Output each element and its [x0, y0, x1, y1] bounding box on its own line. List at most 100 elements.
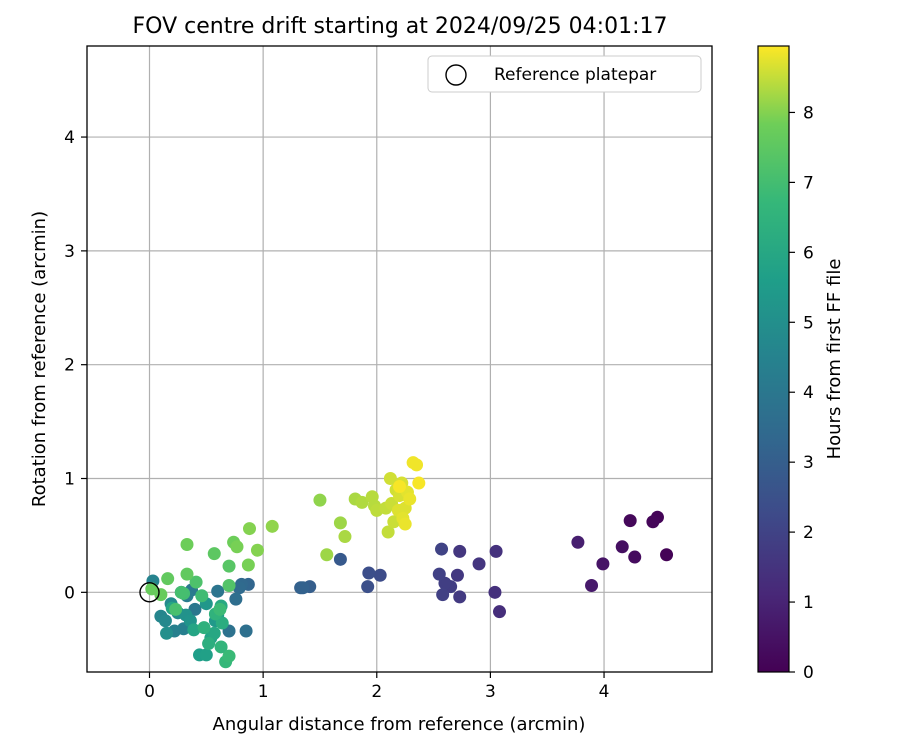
scatter-point	[453, 544, 467, 558]
legend-label: Reference platepar	[494, 65, 656, 85]
scatter-point	[222, 578, 236, 592]
scatter-point	[373, 568, 387, 582]
colorbar-tick-label: 2	[803, 523, 814, 543]
chart-title: FOV centre drift starting at 2024/09/25 …	[133, 14, 668, 39]
scatter-point	[180, 567, 194, 581]
scatter-point	[195, 589, 209, 603]
scatter-point	[169, 602, 183, 616]
scatter-point	[393, 479, 406, 493]
scatter-point	[207, 626, 221, 640]
scatter-point	[488, 585, 502, 599]
scatter-point	[250, 543, 264, 557]
scatter-point	[202, 637, 216, 651]
scatter-point	[660, 548, 674, 562]
scatter-point	[243, 522, 256, 536]
colorbar-gradient	[757, 45, 790, 673]
scatter-point	[296, 581, 310, 595]
scatter-point	[398, 517, 412, 531]
scatter-point	[571, 535, 585, 549]
x-tick-label: 4	[599, 682, 610, 702]
x-tick-label: 0	[144, 682, 155, 702]
scatter-point	[239, 624, 253, 638]
scatter-point	[229, 592, 243, 606]
colorbar: 0 1 2 3 4 5 6 7 8 Hours from first FF file	[757, 45, 845, 683]
scatter-point	[432, 567, 446, 581]
scatter-point	[628, 550, 642, 564]
colorbar-tick-label: 6	[803, 243, 814, 263]
colorbar-label: Hours from first FF file	[824, 259, 845, 460]
reference-marker	[139, 582, 160, 603]
scatter-point	[646, 515, 660, 529]
scatter-point	[615, 540, 629, 554]
scatter-point	[355, 495, 369, 509]
colorbar-tick-label: 0	[803, 663, 814, 683]
reference-platepar-point	[139, 582, 160, 603]
scatter-point	[585, 578, 599, 592]
plot-frame	[86, 45, 713, 673]
scatter-point	[320, 548, 334, 562]
scatter-point	[436, 588, 450, 602]
colorbar-ticks: 0 1 2 3 4 5 6 7 8	[789, 103, 814, 683]
legend: Reference platepar	[427, 55, 702, 93]
scatter-point	[199, 648, 213, 662]
scatter-point	[222, 559, 236, 573]
grid-lines	[87, 46, 712, 672]
scatter-point	[403, 492, 417, 506]
colorbar-tick-label: 5	[803, 313, 814, 333]
scatter-point	[160, 626, 174, 640]
x-tick-label: 1	[258, 682, 269, 702]
scatter-point	[596, 557, 610, 571]
scatter-point	[453, 590, 467, 604]
scatter-point	[215, 616, 229, 630]
colorbar-tick-label: 3	[803, 453, 814, 473]
scatter-point	[180, 538, 194, 552]
scatter-point	[623, 514, 637, 528]
scatter-point	[158, 614, 172, 628]
y-axis-label: Rotation from reference (arcmin)	[29, 211, 50, 507]
y-tick-label: 3	[64, 242, 75, 262]
colorbar-tick-label: 1	[803, 593, 814, 613]
x-axis-label: Angular distance from reference (arcmin)	[213, 714, 586, 735]
scatter-point	[472, 557, 486, 571]
scatter-point	[362, 566, 376, 580]
y-tick-label: 4	[64, 128, 75, 148]
scatter-point	[412, 476, 426, 490]
scatter-point	[161, 572, 175, 586]
scatter-point	[197, 621, 211, 635]
scatter-point	[333, 552, 347, 566]
colorbar-tick-label: 4	[803, 383, 814, 403]
scatter-point	[145, 582, 159, 596]
scatter-point	[241, 558, 255, 572]
scatter-point	[174, 585, 188, 599]
scatter-point	[211, 584, 225, 598]
scatter-point	[333, 516, 347, 530]
x-tick-label: 3	[485, 682, 496, 702]
scatter-point	[383, 472, 397, 486]
scatter-point	[313, 493, 327, 507]
scatter-point	[265, 519, 279, 533]
scatter-point	[361, 580, 375, 594]
y-tick-label: 2	[64, 356, 75, 376]
axis-ticks: 0 1 2 3 4 0 1 2 3 4	[64, 128, 609, 702]
scatter-point	[230, 540, 244, 554]
scatter-point	[187, 623, 201, 637]
scatter-point	[189, 575, 203, 589]
scatter-point	[410, 458, 424, 472]
scatter-point	[338, 530, 352, 544]
scatter-point	[213, 602, 227, 616]
scatter-point	[493, 605, 506, 619]
scatter-point	[435, 542, 449, 556]
scatter-point	[450, 568, 464, 582]
y-tick-label: 0	[64, 583, 75, 603]
colorbar-tick-label: 7	[803, 173, 814, 193]
scatter-point	[214, 640, 228, 654]
y-tick-label: 1	[64, 470, 75, 490]
scatter-point	[222, 649, 236, 663]
colorbar-tick-label: 8	[803, 103, 814, 123]
legend-box	[427, 55, 702, 93]
legend-marker-icon	[445, 64, 467, 86]
scatter-point	[489, 544, 503, 558]
scatter-point	[381, 525, 395, 539]
scatter-point	[232, 581, 246, 595]
